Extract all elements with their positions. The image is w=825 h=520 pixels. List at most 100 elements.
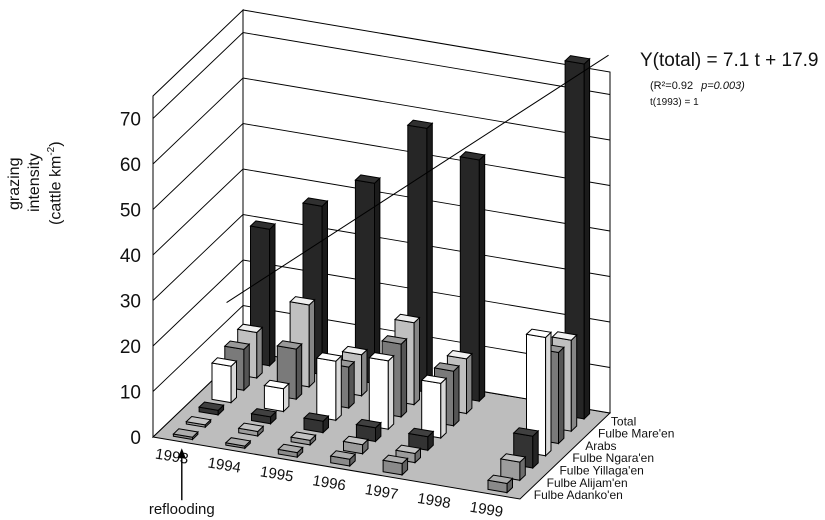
bar-side-face xyxy=(387,354,395,431)
bar-top-face xyxy=(342,435,370,446)
bar-top-face xyxy=(289,296,316,306)
bar-top-face xyxy=(250,408,278,418)
bar-top-face xyxy=(315,352,343,362)
bar-top-face xyxy=(354,174,381,184)
p-value-label: p=0.003) xyxy=(701,80,745,92)
bar-fulbe-adanko-en-1999 xyxy=(486,474,514,494)
bar-fulbe-adanko-en-1997 xyxy=(382,454,409,477)
x-tick-label: 1999 xyxy=(469,499,505,520)
bar-top-face xyxy=(486,474,514,485)
bar-top-face xyxy=(224,437,252,447)
bar-fulbe-yillaga-en-1993 xyxy=(198,401,225,417)
bar-top-face xyxy=(420,374,448,384)
bar-fulbe-adanko-en-1996 xyxy=(329,450,357,468)
regression-equation: Y(total) = 7.1 t + 17.9 xyxy=(640,50,819,71)
bar-fulbe-alijam-en-1999 xyxy=(499,453,527,482)
regression-stats: (R²=0.92 p=0.003) xyxy=(650,80,745,92)
bar-side-face xyxy=(243,343,250,392)
bar-top-face xyxy=(276,340,303,350)
reflooding-arrow-head xyxy=(177,448,186,459)
bar-side-face xyxy=(348,360,355,410)
gridline xyxy=(152,305,611,392)
bar-side-face xyxy=(400,337,408,419)
bar-top-face xyxy=(499,453,527,463)
bar-side-face xyxy=(466,352,473,415)
y-axis-label: grazing intensity (cattle km-2) xyxy=(2,100,72,230)
y-tick-label: 30 xyxy=(120,292,141,313)
bar-side-face xyxy=(321,199,328,376)
bar-top-face xyxy=(551,331,578,341)
bar-total-1999 xyxy=(564,55,591,421)
bar-side-face xyxy=(361,348,368,397)
bar-side-face xyxy=(308,298,316,389)
bar-side-face xyxy=(295,342,303,401)
bar-top-face xyxy=(564,55,591,65)
bar-fulbe-yillaga-en-1996 xyxy=(355,418,382,443)
bar-fulbe-ngara-en-1994 xyxy=(263,379,290,413)
y-axis-unit: (cattle km-2) xyxy=(46,141,65,225)
bar-top-face xyxy=(381,335,408,345)
bar-side-face xyxy=(413,316,420,406)
series-label: Fulbe Alijam'en xyxy=(547,476,628,490)
bar-top-face xyxy=(198,401,225,411)
bar-side-face xyxy=(570,333,578,433)
r-squared-label: (R²=0.92 xyxy=(650,80,694,92)
bar-top-face xyxy=(459,151,486,161)
bar-fulbe-alijam-en-1994 xyxy=(237,422,265,438)
bar-side-face xyxy=(256,326,263,380)
bar-fulbe-adanko-en-1995 xyxy=(277,443,304,459)
gridline xyxy=(152,123,611,210)
gridline xyxy=(152,32,611,119)
bar-side-face xyxy=(545,331,552,457)
bar-top-face xyxy=(406,119,434,129)
bar-top-face xyxy=(382,454,409,465)
bar-top-face xyxy=(236,323,264,334)
bar-top-face xyxy=(249,220,277,230)
reflooding-label: reflooding xyxy=(149,501,215,518)
bar-front-face xyxy=(263,384,284,413)
bar-top-face xyxy=(394,444,422,455)
x-tick-label: 1998 xyxy=(416,490,452,512)
series-label: Total xyxy=(611,414,636,428)
bar-fulbe-ngara-en-1996 xyxy=(368,352,395,431)
bar-side-face xyxy=(269,222,276,367)
trend-line xyxy=(226,54,609,303)
bar-fulbe-adanko-en-1994 xyxy=(224,437,252,450)
y-tick-label: 10 xyxy=(120,383,141,404)
bar-fulbe-alijam-en-1993 xyxy=(185,415,212,429)
bar-side-face xyxy=(478,153,486,403)
x-tick-label: 1997 xyxy=(364,481,400,503)
bar-top-face xyxy=(407,427,435,438)
series-label: Arabs xyxy=(585,439,616,453)
x-tick-label: 1996 xyxy=(311,472,347,494)
time-origin-note: t(1993) = 1 xyxy=(650,97,699,108)
bar-top-face xyxy=(368,352,395,362)
bar-top-face xyxy=(355,418,382,429)
bar-top-face xyxy=(237,422,265,433)
y-axis-label-line2: intensity xyxy=(26,153,43,212)
bar-top-face xyxy=(301,197,329,207)
bar-top-face xyxy=(393,313,421,324)
y-tick-label: 50 xyxy=(120,201,141,222)
bar-top-face xyxy=(329,450,357,460)
y-tick-label: 60 xyxy=(120,155,141,176)
bar-fulbe-ngara-en-1997 xyxy=(420,374,448,440)
bar-fulbe-yillaga-en-1995 xyxy=(302,412,330,434)
y-tick-label: 20 xyxy=(120,337,141,358)
bar-top-face xyxy=(277,443,304,454)
gridline xyxy=(152,214,611,301)
x-tick-label: 1995 xyxy=(259,463,295,485)
bar-top-face xyxy=(290,431,317,441)
bar-top-face xyxy=(512,427,540,437)
bar-top-face xyxy=(446,349,473,360)
bar-fulbe-alijam-en-1995 xyxy=(290,431,317,447)
bar-top-face xyxy=(223,340,251,350)
y-tick-label: 40 xyxy=(120,246,141,267)
bar-side-face xyxy=(583,57,591,421)
bar-front-face xyxy=(421,379,442,439)
gridline xyxy=(152,77,611,165)
gridline xyxy=(152,259,611,347)
bar-side-face xyxy=(426,122,433,394)
bar-fulbe-yillaga-en-1994 xyxy=(250,408,278,425)
